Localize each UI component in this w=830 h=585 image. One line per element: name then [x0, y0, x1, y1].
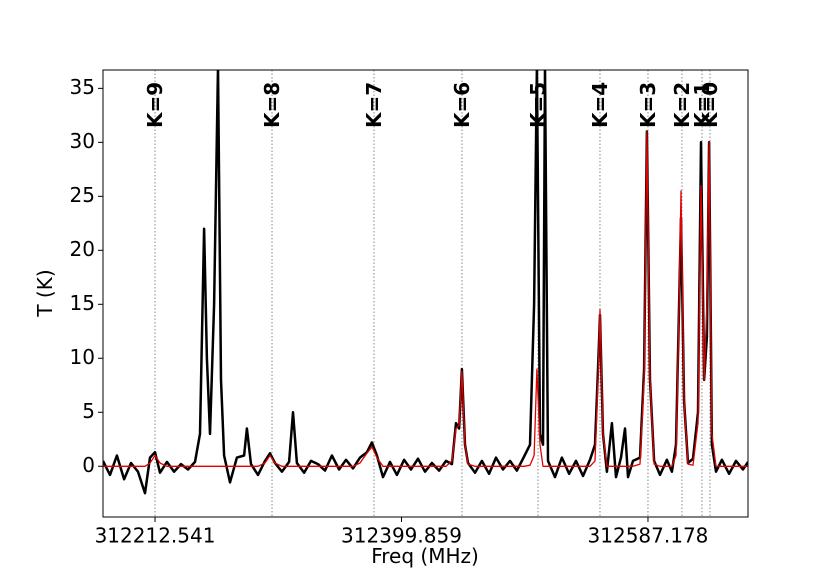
annotation-label: K=3 [636, 82, 660, 128]
series-line [103, 70, 748, 495]
annotation-label: K=1 [690, 82, 714, 128]
x-tick-label: 312399.859 [341, 524, 462, 548]
annotation-label: K=7 [362, 82, 386, 128]
plot-area [103, 70, 748, 517]
annotation-label: K=6 [450, 82, 474, 128]
annotation-label: K=8 [260, 82, 284, 128]
y-tick-label: 5 [82, 399, 95, 423]
annotation-label: K=9 [143, 82, 167, 128]
plot-frame [102, 69, 749, 518]
x-axis-label: Freq (MHz) [371, 544, 479, 568]
x-tick-label: 312212.541 [95, 524, 216, 548]
x-tick-label: 312587.178 [588, 524, 709, 548]
y-tick-label: 15 [70, 291, 95, 315]
y-tick-label: 0 [82, 453, 95, 477]
y-tick-label: 25 [70, 183, 95, 207]
y-axis-label: T (K) [33, 269, 57, 317]
y-tick-label: 35 [70, 75, 95, 99]
annotation-label: K=4 [588, 82, 612, 128]
y-tick-label: 10 [70, 345, 95, 369]
annotation-label: K=0 [698, 82, 722, 128]
series-line [103, 130, 748, 467]
y-tick-label: 30 [70, 129, 95, 153]
annotation-label: K=2 [670, 82, 694, 128]
y-tick-label: 20 [70, 237, 95, 261]
annotation-label: K=5 [526, 82, 550, 128]
